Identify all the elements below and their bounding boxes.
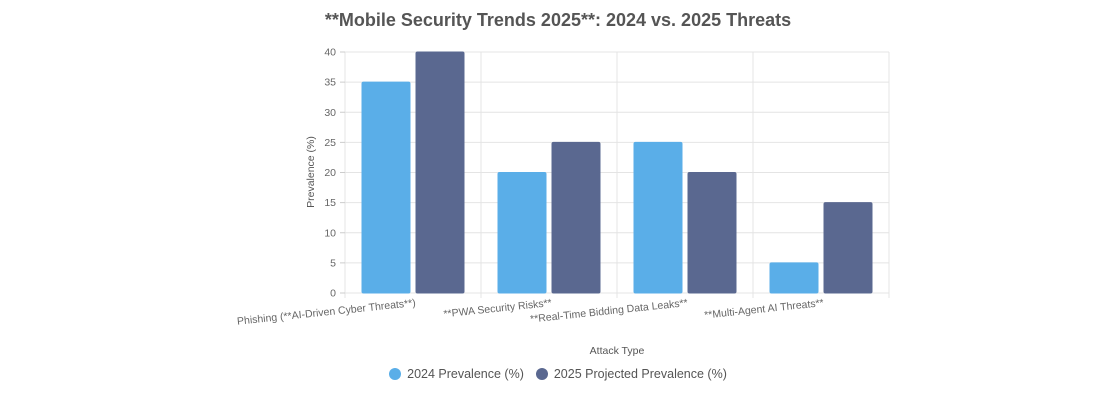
y-tick-label: 40 xyxy=(324,47,336,59)
x-tick-label: **Multi-Agent AI Threats** xyxy=(704,297,825,321)
x-tick-label: Phishing (**AI-Driven Cyber Threats**) xyxy=(236,297,416,328)
chart-title: **Mobile Security Trends 2025**: 2024 vs… xyxy=(324,10,792,30)
legend-swatch-2025 xyxy=(535,368,548,380)
y-tick-label: 15 xyxy=(324,197,336,209)
x-tick-label: **Real-Time Bidding Data Leaks** xyxy=(530,297,689,325)
legend-item-2024[interactable]: 2024 Prevalence (%) xyxy=(389,367,524,381)
legend-label-2025: 2025 Projected Prevalence (%) xyxy=(553,367,727,381)
y-tick-label: 30 xyxy=(324,107,336,119)
y-tick-label: 20 xyxy=(324,167,336,179)
y-tick-label: 5 xyxy=(330,257,336,269)
y-tick-label: 25 xyxy=(324,137,336,149)
chart-legend: 2024 Prevalence (%) 2025 Projected Preva… xyxy=(0,367,1116,381)
bar-layer xyxy=(361,51,873,294)
y-tick-label: 35 xyxy=(324,77,336,89)
y-axis-label: Prevalence (%) xyxy=(305,136,317,208)
bar-2025[interactable] xyxy=(415,51,465,294)
bar-2024[interactable] xyxy=(361,81,411,294)
x-axis-label: Attack Type xyxy=(590,345,645,357)
bar-2025[interactable] xyxy=(551,141,601,294)
legend-item-2025[interactable]: 2025 Projected Prevalence (%) xyxy=(535,367,727,381)
legend-label-2024: 2024 Prevalence (%) xyxy=(407,367,524,381)
grid-layer xyxy=(344,51,890,298)
y-tick-label: 10 xyxy=(324,227,336,239)
legend-swatch-2024 xyxy=(389,368,402,380)
bar-2024[interactable] xyxy=(769,262,819,294)
bar-2025[interactable] xyxy=(823,202,873,294)
y-tick-label: 0 xyxy=(330,288,336,300)
bar-2025[interactable] xyxy=(687,172,737,294)
bar-2024[interactable] xyxy=(633,141,683,294)
bar-2024[interactable] xyxy=(497,172,547,294)
